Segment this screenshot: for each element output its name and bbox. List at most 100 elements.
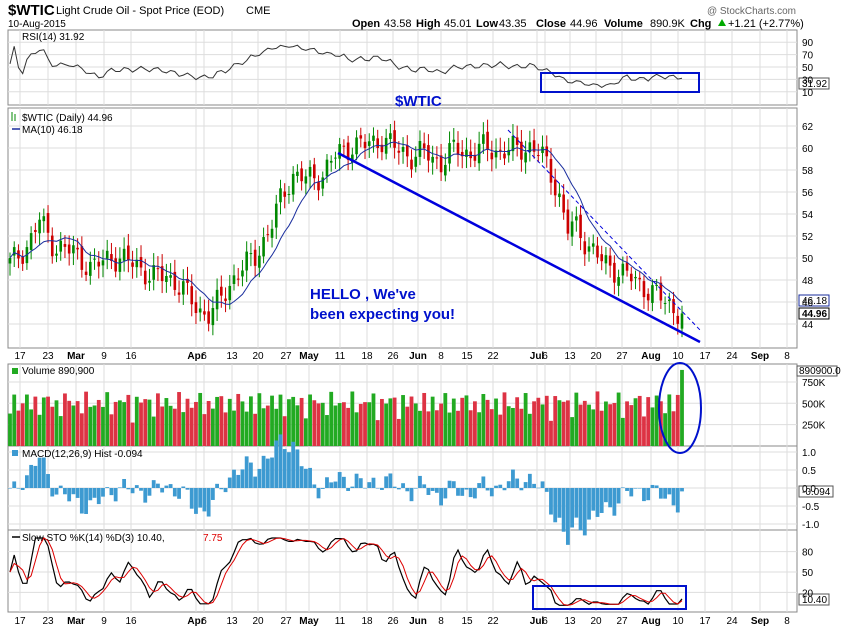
volume-highlight-ellipse: [658, 362, 702, 454]
price-tick-label: 62: [802, 122, 814, 133]
macd-bar: [468, 488, 473, 498]
macd-bar: [168, 484, 173, 488]
volume-bar: [557, 400, 562, 446]
macd-bar: [346, 488, 351, 491]
volume-bar: [549, 420, 553, 446]
volume-bar: [620, 417, 625, 446]
volume-bar: [236, 393, 241, 446]
macd-bar: [380, 488, 384, 490]
candle: [21, 250, 24, 271]
date-tick-label: Jul: [530, 351, 545, 362]
macd-bar: [177, 488, 181, 499]
date-tick-label: Jul: [530, 616, 545, 627]
macd-bar: [295, 449, 300, 488]
macd-bar: [160, 488, 165, 493]
volume-bar: [574, 392, 579, 446]
volume-bar: [325, 415, 329, 446]
macd-bar: [405, 488, 410, 492]
candle: [38, 212, 41, 246]
candle: [642, 275, 646, 309]
date-tick-label: Apr: [187, 351, 204, 362]
volume-bar: [41, 397, 46, 446]
macd-bar: [41, 457, 46, 488]
macd-tick-label: -0.5: [802, 502, 820, 513]
volume-bar: [92, 405, 97, 446]
macd-bar: [515, 478, 520, 488]
volume-bar: [637, 395, 642, 446]
ma10-line: [9, 141, 683, 305]
volume-bar: [29, 409, 34, 446]
macd-bar: [671, 488, 676, 506]
macd-bar: [434, 488, 439, 493]
rsi-tick-label: 50: [802, 63, 814, 74]
volume-tick-label: 750K: [802, 378, 826, 389]
date-tick-label: 18: [361, 351, 373, 362]
candle: [469, 139, 472, 168]
candle: [160, 254, 164, 294]
macd-bar: [612, 488, 617, 516]
candle: [296, 164, 299, 183]
macd-bar: [139, 488, 143, 491]
chg-label: Chg: [690, 18, 711, 30]
candle: [634, 270, 637, 290]
volume-bar: [33, 396, 38, 446]
volume-bar: [130, 422, 135, 446]
candle: [135, 247, 139, 278]
volume-bar: [413, 403, 418, 446]
volume-bar: [117, 400, 122, 446]
date-tick-label: 27: [280, 351, 292, 362]
macd-bar: [156, 483, 160, 488]
date-tick-label: Jun: [409, 616, 427, 627]
macd-bar: [325, 477, 329, 488]
volume-bar: [515, 397, 520, 446]
candle: [553, 168, 557, 207]
candle: [224, 287, 227, 313]
candle: [287, 185, 291, 204]
macd-bar: [439, 488, 443, 506]
macd-bar: [185, 488, 190, 490]
macd-bar: [143, 488, 148, 503]
date-tick-label: 17: [699, 351, 711, 362]
macd-bar: [92, 488, 97, 498]
price-tick-label: 58: [802, 166, 814, 177]
volume-bar: [629, 405, 634, 446]
macd-bar: [401, 483, 405, 488]
macd-bar: [210, 488, 215, 500]
macd-bar: [194, 488, 198, 514]
candle: [477, 131, 481, 171]
candle: [46, 205, 50, 243]
macd-bar: [396, 488, 401, 490]
macd-bar: [358, 478, 363, 488]
volume-bar: [502, 392, 507, 446]
price-tick-label: 60: [802, 144, 814, 155]
volume-bar: [642, 416, 646, 446]
candle: [393, 120, 396, 159]
volume-bar: [447, 412, 452, 446]
volume-bar: [20, 403, 25, 446]
macd-bar: [629, 488, 634, 497]
volume-bar: [511, 407, 515, 446]
macd-bar: [409, 488, 414, 502]
volume-bar: [329, 391, 334, 446]
macd-bar: [337, 472, 342, 488]
macd-bar: [50, 488, 55, 497]
volume-bar: [206, 400, 211, 446]
volume-bar: [320, 402, 325, 446]
svg-text:890900.0: 890900.0: [799, 366, 841, 377]
macd-bar: [604, 488, 608, 503]
macd-bar: [616, 488, 621, 504]
volume-bar: [308, 394, 312, 446]
resistance-trendline: [507, 129, 701, 331]
macd-bar: [363, 488, 367, 489]
volume-bar: [388, 398, 393, 446]
candle: [342, 139, 346, 158]
volume-bar: [396, 418, 401, 446]
candle: [587, 237, 591, 262]
date-tick-label: 22: [487, 616, 499, 627]
sto-highlight-box: [532, 585, 687, 610]
candle: [625, 255, 629, 277]
macd-bar: [549, 488, 553, 515]
candle: [401, 137, 405, 164]
volume-bar: [667, 394, 672, 446]
macd-bar: [96, 488, 101, 505]
